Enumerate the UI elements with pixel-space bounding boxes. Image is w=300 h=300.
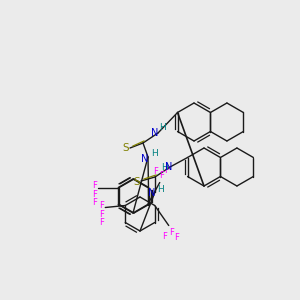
Text: N: N bbox=[148, 188, 156, 198]
Text: F: F bbox=[159, 171, 164, 180]
Text: H: H bbox=[160, 124, 167, 133]
Text: F: F bbox=[92, 181, 97, 190]
Text: F: F bbox=[153, 167, 158, 176]
Text: F: F bbox=[99, 201, 104, 210]
Text: F: F bbox=[174, 233, 179, 242]
Text: F: F bbox=[162, 232, 167, 241]
Text: H: H bbox=[151, 149, 158, 158]
Text: F: F bbox=[99, 218, 104, 227]
Text: F: F bbox=[164, 166, 169, 175]
Text: S: S bbox=[123, 143, 129, 153]
Text: S: S bbox=[134, 177, 140, 187]
Text: N: N bbox=[151, 128, 159, 138]
Text: F: F bbox=[169, 228, 174, 237]
Text: N: N bbox=[165, 162, 173, 172]
Text: H: H bbox=[160, 163, 167, 172]
Text: F: F bbox=[92, 190, 97, 199]
Text: N: N bbox=[141, 154, 149, 164]
Text: H: H bbox=[158, 184, 164, 194]
Text: F: F bbox=[99, 210, 104, 219]
Text: F: F bbox=[92, 198, 97, 207]
